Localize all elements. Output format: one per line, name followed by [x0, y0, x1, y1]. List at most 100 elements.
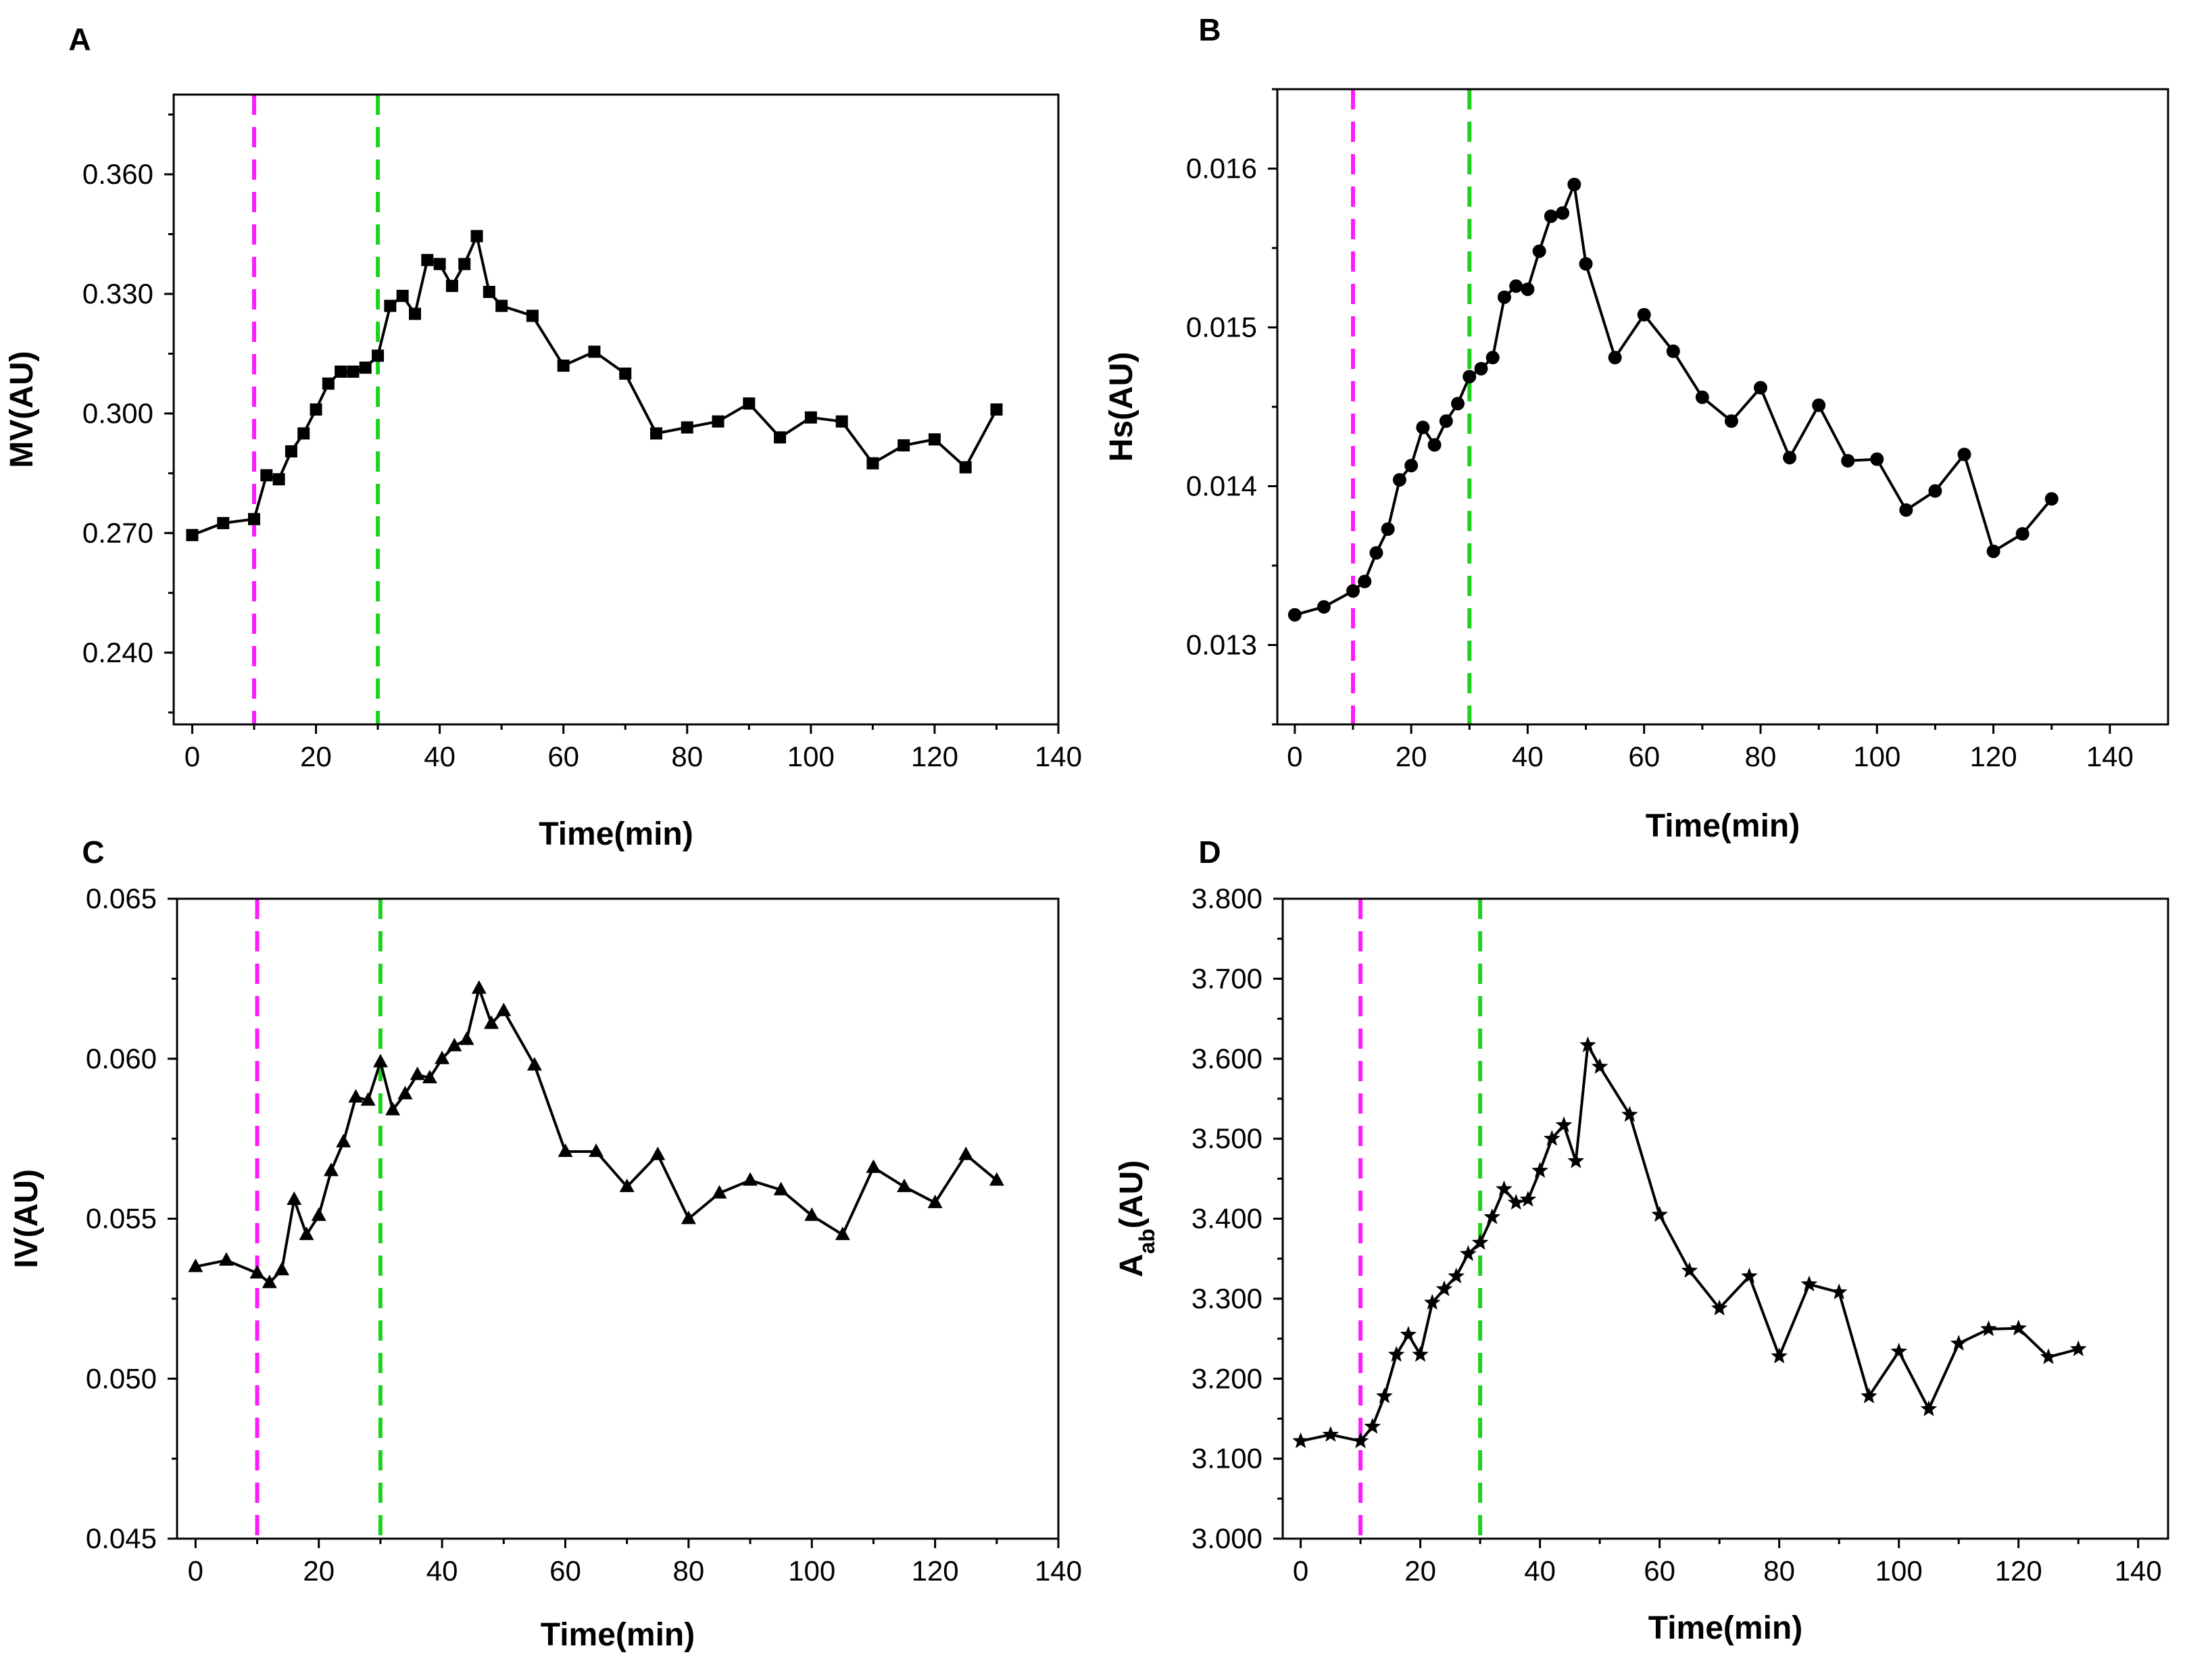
panel-letter: D	[1198, 835, 1221, 870]
data-point	[409, 307, 421, 320]
x-tick-label: 100	[787, 741, 835, 772]
y-tick-label: 3.700	[1191, 962, 1262, 994]
data-point	[650, 1146, 666, 1160]
data-point	[1287, 607, 1302, 622]
y-tick-label: 3.400	[1191, 1203, 1262, 1235]
panel-b: B 0 20 40 60 80 100 120 140 0.013 0.014 0.015 0.016 T…	[1104, 12, 2169, 844]
data-point	[2010, 1319, 2027, 1336]
data-point	[1451, 397, 1465, 411]
data-point	[299, 1226, 314, 1241]
x-tick-label: 80	[1763, 1555, 1795, 1587]
data-point	[1532, 244, 1546, 258]
data-point	[310, 403, 322, 416]
data-point	[359, 362, 372, 374]
data-point	[322, 377, 335, 390]
data-point	[248, 513, 260, 526]
x-tick-label: 120	[911, 741, 958, 772]
data-point	[866, 457, 879, 470]
data-point	[1579, 1036, 1596, 1053]
data-point	[743, 397, 756, 410]
x-tick-label: 120	[912, 1555, 959, 1587]
data-point	[1651, 1206, 1668, 1222]
y-tick-label: 3.500	[1191, 1122, 1262, 1154]
y-axis-label-main: IV(AU)	[9, 1169, 45, 1268]
data-point	[1427, 438, 1442, 452]
data-point	[422, 1070, 437, 1084]
data-point	[483, 285, 495, 298]
data-point	[496, 1002, 512, 1016]
data-point	[1448, 1267, 1465, 1284]
x-tick-label: 120	[1995, 1555, 2042, 1587]
x-tick-label: 40	[426, 1555, 458, 1587]
x-tick-label: 100	[788, 1555, 835, 1587]
data-point	[1771, 1347, 1788, 1364]
plot-frame	[176, 897, 1060, 1540]
data-point	[897, 1178, 912, 1193]
data-point	[619, 1178, 635, 1193]
data-point	[1637, 307, 1651, 322]
data-point	[681, 1210, 696, 1224]
data-point	[1463, 370, 1477, 384]
data-point	[835, 415, 848, 428]
data-point	[619, 367, 632, 380]
data-point	[385, 1101, 401, 1116]
data-point	[1317, 600, 1331, 614]
data-point	[1460, 1245, 1477, 1262]
y-axis-label-suffix: (AU)	[1114, 1160, 1150, 1228]
data-point	[421, 253, 434, 266]
data-point	[372, 1053, 388, 1068]
data-point	[297, 427, 310, 440]
x-tick-label: 60	[1644, 1555, 1675, 1587]
data-point	[712, 1185, 727, 1199]
data-point	[959, 461, 972, 474]
data-point	[272, 473, 285, 486]
data-point	[1404, 458, 1419, 472]
data-point	[384, 299, 397, 312]
y-tick-label: 0.015	[1186, 312, 1257, 343]
x-tick-label: 20	[300, 741, 332, 772]
data-point	[1531, 1162, 1548, 1178]
data-point	[186, 528, 199, 541]
x-tick-label: 140	[1035, 741, 1082, 772]
data-point	[458, 257, 471, 270]
x-axis-label: Time(min)	[539, 816, 693, 852]
data-point	[1392, 473, 1406, 487]
data-point	[1497, 290, 1511, 304]
data-point	[681, 421, 693, 434]
data-point	[773, 1181, 789, 1195]
data-point	[927, 1194, 943, 1208]
x-tick-label: 80	[673, 1555, 705, 1587]
x-tick-label: 0	[1287, 741, 1302, 772]
data-point	[1861, 1387, 1877, 1404]
data-point	[1695, 390, 1709, 404]
y-tick-label: 0.045	[86, 1522, 157, 1554]
data-point	[1509, 279, 1523, 293]
y-axis-label-main: MV(AU)	[4, 351, 40, 468]
data-point	[311, 1207, 326, 1221]
data-point	[260, 469, 273, 482]
data-point	[1376, 1387, 1393, 1404]
data-point	[898, 439, 910, 452]
data-point	[1521, 282, 1535, 297]
data-point	[397, 1085, 413, 1099]
data-point	[1812, 398, 1826, 412]
series-line	[1294, 183, 2053, 616]
x-tick-label: 100	[1853, 741, 1900, 772]
data-point	[274, 1262, 290, 1276]
data-point	[336, 1133, 351, 1147]
data-point	[1920, 1400, 1938, 1416]
x-tick-label: 120	[1970, 741, 2017, 772]
data-point	[1950, 1335, 1967, 1351]
data-point	[188, 1258, 203, 1272]
data-point	[1741, 1267, 1758, 1284]
data-point	[557, 359, 570, 372]
y-axis-label-main: A	[1114, 1254, 1150, 1277]
data-point	[1980, 1320, 1997, 1337]
data-point	[1292, 1432, 1309, 1449]
x-axis-label: Time(min)	[1648, 1610, 1802, 1646]
series-line	[1300, 1043, 2079, 1443]
y-tick-label: 3.800	[1191, 883, 1262, 914]
y-tick-label: 0.360	[82, 158, 153, 190]
data-point	[323, 1162, 339, 1176]
data-point	[1483, 1208, 1501, 1224]
